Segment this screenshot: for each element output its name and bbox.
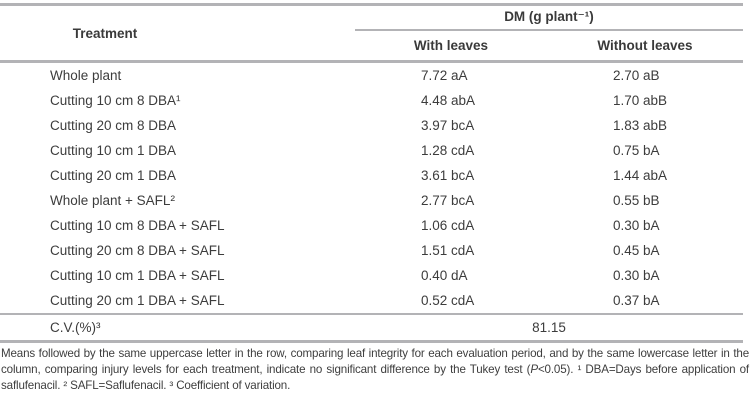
table-row: Cutting 20 cm 8 DBA 3.97 bcA 1.83 abB — [0, 113, 750, 138]
treatment-cell: Cutting 10 cm 1 DBA — [50, 143, 177, 158]
treatment-column-header: Treatment — [72, 26, 138, 41]
footnote-italic-p: P — [530, 363, 538, 376]
without-leaves-cell: 0.75 bA — [613, 143, 660, 158]
footnote-text-part1: Means followed by the same uppercase let… — [1, 347, 749, 376]
treatment-cell: Whole plant — [50, 68, 122, 83]
footnote-text-part2: <0.05). ¹ DBA=Days before application of… — [1, 363, 749, 392]
treatment-cell: Cutting 10 cm 1 DBA + SAFL — [50, 268, 225, 283]
table-footnote: Means followed by the same uppercase let… — [1, 346, 749, 394]
without-leaves-cell: 0.45 bA — [613, 243, 660, 258]
with-leaves-cell: 1.28 cdA — [421, 143, 475, 158]
without-leaves-cell: 0.55 bB — [613, 193, 660, 208]
table-row: Whole plant + SAFL² 2.77 bcA 0.55 bB — [0, 188, 750, 213]
table-row: Cutting 10 cm 8 DBA¹ 4.48 abA 1.70 abB — [0, 88, 750, 113]
dm-group-rule — [355, 29, 743, 31]
dm-group-header: DM (g plant⁻¹) — [504, 9, 594, 24]
table-row: Cutting 10 cm 1 DBA + SAFL 0.40 dA 0.30 … — [0, 263, 750, 288]
with-leaves-cell: 1.06 cdA — [421, 218, 475, 233]
with-leaves-cell: 3.61 bcA — [421, 168, 475, 183]
with-leaves-cell: 4.48 abA — [421, 93, 476, 108]
header-rule — [0, 60, 743, 63]
table-row: Cutting 10 cm 1 DBA 1.28 cdA 0.75 bA — [0, 138, 750, 163]
without-leaves-cell: 1.44 abA — [613, 168, 668, 183]
treatment-cell: Cutting 20 cm 8 DBA — [50, 118, 177, 133]
table-row: Cutting 20 cm 1 DBA + SAFL 0.52 cdA 0.37… — [0, 288, 750, 313]
without-leaves-cell: 2.70 aB — [613, 68, 660, 83]
table-row: Cutting 10 cm 8 DBA + SAFL 1.06 cdA 0.30… — [0, 213, 750, 238]
table-row: Whole plant 7.72 aA 2.70 aB — [0, 63, 750, 88]
without-leaves-cell: 1.70 abB — [613, 93, 668, 108]
cv-row: C.V.(%)³ 81.15 — [0, 315, 750, 339]
table-row: Cutting 20 cm 1 DBA 3.61 bcA 1.44 abA — [0, 163, 750, 188]
cv-label: C.V.(%)³ — [50, 319, 101, 335]
with-leaves-cell: 7.72 aA — [421, 68, 468, 83]
treatment-cell: Cutting 10 cm 8 DBA¹ — [50, 93, 181, 108]
treatment-cell: Whole plant + SAFL² — [50, 193, 175, 208]
with-leaves-cell: 0.52 cdA — [421, 293, 475, 308]
without-leaves-cell: 0.30 bA — [613, 268, 660, 283]
without-leaves-cell: 0.37 bA — [613, 293, 660, 308]
top-rule — [0, 3, 743, 6]
treatment-cell: Cutting 20 cm 1 DBA — [50, 168, 177, 183]
with-leaves-cell: 1.51 cdA — [421, 243, 475, 258]
with-leaves-cell: 0.40 dA — [421, 268, 468, 283]
treatment-cell: Cutting 20 cm 8 DBA + SAFL — [50, 243, 225, 258]
with-leaves-cell: 3.97 bcA — [421, 118, 475, 133]
cv-value: 81.15 — [532, 319, 566, 335]
without-leaves-cell: 0.30 bA — [613, 218, 660, 233]
table-body: Whole plant 7.72 aA 2.70 aB Cutting 10 c… — [0, 63, 750, 313]
without-leaves-cell: 1.83 abB — [613, 118, 668, 133]
treatment-cell: Cutting 20 cm 1 DBA + SAFL — [50, 293, 225, 308]
table-row: Cutting 20 cm 8 DBA + SAFL 1.51 cdA 0.45… — [0, 238, 750, 263]
with-leaves-header: With leaves — [413, 38, 489, 53]
treatment-cell: Cutting 10 cm 8 DBA + SAFL — [50, 218, 225, 233]
bottom-rule — [0, 340, 743, 343]
without-leaves-header: Without leaves — [597, 38, 693, 53]
with-leaves-cell: 2.77 bcA — [421, 193, 475, 208]
cv-top-rule — [0, 313, 743, 315]
